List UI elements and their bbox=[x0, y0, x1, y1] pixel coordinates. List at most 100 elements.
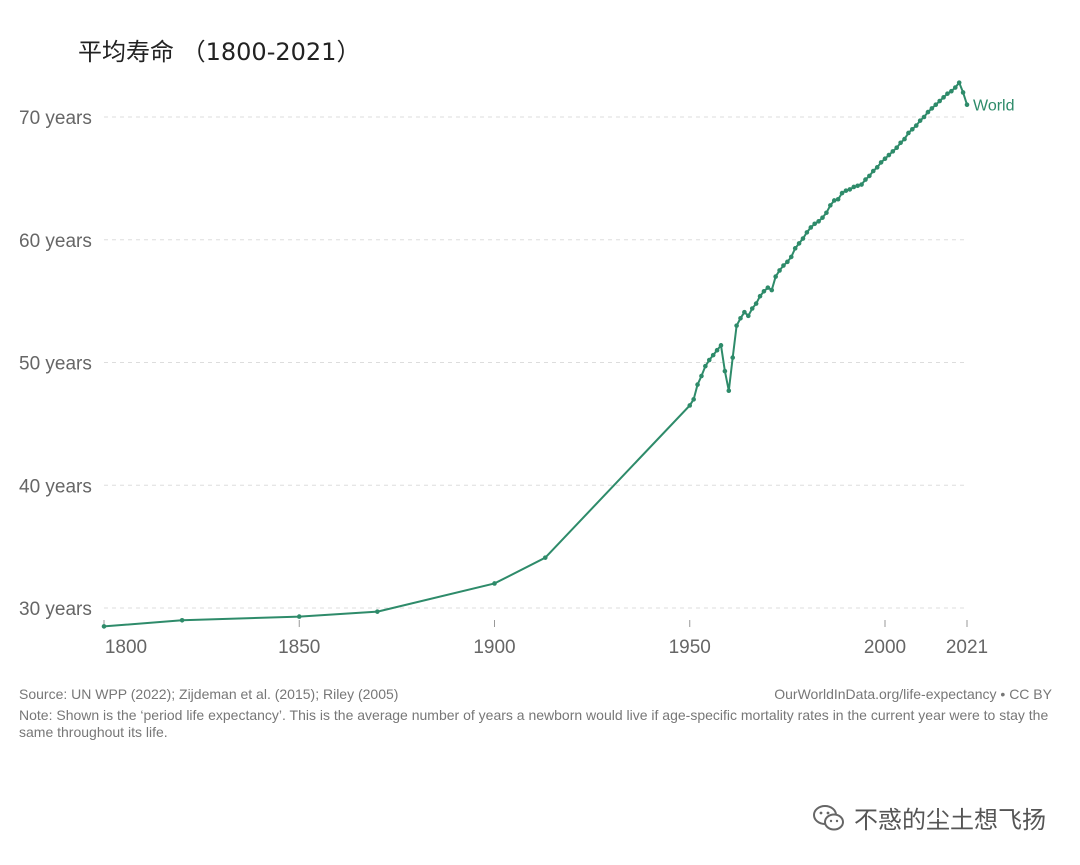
data-point bbox=[718, 343, 724, 348]
data-point bbox=[894, 145, 900, 150]
data-point bbox=[691, 397, 696, 402]
data-point bbox=[917, 118, 923, 123]
x-tick-label: 1900 bbox=[473, 637, 515, 658]
source-url[interactable]: OurWorldInData.org/life-expectancy • CC … bbox=[774, 686, 1052, 702]
data-point bbox=[761, 289, 767, 294]
data-point bbox=[847, 187, 853, 192]
note-text: Note: Shown is the ‘period life expectan… bbox=[19, 707, 1049, 740]
y-tick-label: 30 years bbox=[19, 599, 92, 620]
watermark: 不惑的尘土想飞扬 bbox=[812, 800, 1046, 835]
data-point bbox=[785, 259, 790, 265]
y-tick-label: 50 years bbox=[19, 354, 92, 375]
data-point bbox=[734, 323, 739, 328]
x-tick-label: 1950 bbox=[669, 637, 711, 658]
data-point bbox=[706, 357, 712, 363]
y-tick-label: 40 years bbox=[19, 476, 92, 497]
wechat-icon bbox=[813, 804, 844, 830]
data-point bbox=[738, 316, 743, 321]
data-point bbox=[925, 109, 931, 115]
data-point bbox=[788, 254, 794, 260]
source-text: Source: UN WPP (2022); Zijdeman et al. (… bbox=[19, 686, 399, 702]
data-point bbox=[921, 114, 927, 120]
data-point bbox=[804, 230, 810, 235]
data-point bbox=[870, 168, 876, 174]
data-point bbox=[941, 95, 946, 100]
data-point bbox=[882, 156, 888, 162]
data-point bbox=[937, 98, 942, 104]
data-point bbox=[695, 382, 700, 387]
data-point bbox=[898, 140, 903, 146]
data-point bbox=[757, 293, 763, 299]
data-point bbox=[730, 355, 736, 360]
data-point bbox=[816, 219, 821, 224]
data-point bbox=[843, 188, 849, 193]
data-point bbox=[753, 301, 759, 306]
data-point bbox=[902, 136, 907, 142]
data-point bbox=[714, 347, 720, 353]
data-point bbox=[886, 152, 892, 158]
data-point bbox=[835, 196, 841, 202]
data-point bbox=[726, 388, 732, 394]
chart-title: 平均寿命 （1800-2021） bbox=[78, 38, 361, 66]
x-tick-label: 2021 bbox=[946, 637, 988, 658]
data-point bbox=[851, 184, 857, 190]
data-point bbox=[828, 203, 833, 208]
data-point bbox=[867, 173, 872, 179]
data-point bbox=[964, 102, 970, 108]
data-point bbox=[863, 177, 868, 182]
y-tick-label: 60 years bbox=[19, 231, 92, 252]
data-point bbox=[820, 215, 825, 220]
data-point bbox=[949, 88, 954, 94]
x-tick-label: 1800 bbox=[105, 637, 147, 658]
y-tick-label: 70 years bbox=[19, 108, 92, 129]
data-point bbox=[722, 368, 728, 374]
data-point bbox=[855, 183, 860, 189]
data-point bbox=[960, 90, 966, 95]
data-point bbox=[542, 555, 548, 560]
data-point bbox=[710, 352, 716, 358]
data-point bbox=[687, 403, 693, 408]
data-point bbox=[831, 198, 837, 203]
data-point bbox=[773, 274, 778, 279]
x-tick-label: 1850 bbox=[278, 637, 320, 658]
x-tick-label: 2000 bbox=[864, 637, 906, 658]
data-point bbox=[808, 225, 814, 230]
data-point bbox=[765, 285, 771, 290]
data-point bbox=[179, 617, 185, 623]
data-point bbox=[769, 287, 775, 293]
data-point bbox=[956, 80, 962, 85]
data-point bbox=[839, 190, 845, 196]
data-point bbox=[824, 210, 829, 216]
series-label: World bbox=[973, 98, 1015, 115]
line-chart: 30 years 40 years 50 years 60 years 70 years… bbox=[19, 80, 1015, 658]
data-point bbox=[878, 160, 884, 165]
data-point bbox=[906, 130, 911, 136]
data-point bbox=[742, 309, 747, 315]
data-point bbox=[945, 91, 950, 96]
watermark-text: 不惑的尘土想飞扬 bbox=[854, 806, 1046, 834]
data-point bbox=[492, 581, 497, 586]
data-point bbox=[874, 165, 880, 170]
data-point bbox=[890, 149, 896, 154]
data-point bbox=[800, 236, 806, 241]
data-point bbox=[375, 609, 380, 614]
data-point bbox=[749, 306, 755, 311]
data-point bbox=[859, 182, 864, 187]
data-point bbox=[952, 85, 958, 90]
data-point bbox=[929, 106, 935, 111]
data-point bbox=[792, 246, 798, 251]
data-point bbox=[812, 221, 818, 227]
data-point bbox=[703, 363, 708, 369]
data-point bbox=[296, 614, 302, 619]
data-point bbox=[699, 373, 704, 379]
data-point bbox=[796, 241, 802, 246]
data-point bbox=[101, 624, 107, 629]
data-point bbox=[777, 268, 782, 273]
series-line-world bbox=[103, 80, 968, 628]
data-point bbox=[933, 102, 939, 108]
data-point bbox=[910, 126, 915, 132]
data-point bbox=[746, 313, 751, 319]
data-point bbox=[913, 123, 919, 128]
data-point bbox=[781, 263, 786, 268]
